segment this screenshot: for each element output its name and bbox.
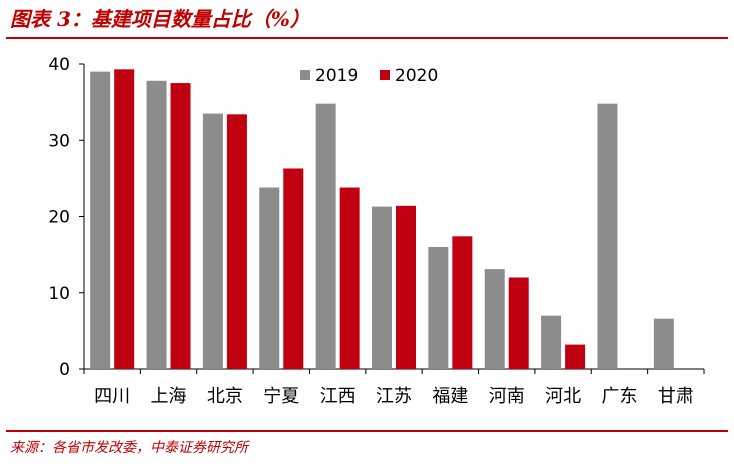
x-tick-label: 北京 — [207, 386, 243, 407]
bar-2019 — [653, 318, 674, 369]
labels: 0 10 20 30 40 四川 上海 北京 宁夏 江西 江苏 福建 河南 河北 广东 甘肃 — [48, 55, 693, 407]
x-tick-label: 四川 — [94, 386, 130, 407]
x-tick-label: 福建 — [432, 386, 468, 407]
title-rule — [6, 37, 728, 39]
bar-2019 — [259, 187, 280, 369]
bar-2019 — [372, 206, 392, 369]
source-rule — [6, 430, 728, 432]
bar-2019 — [90, 71, 111, 369]
legend-swatch-2019 — [300, 70, 310, 80]
bar-2019 — [202, 113, 223, 369]
bar-2020 — [508, 277, 529, 369]
legend-label-2019: 2019 — [315, 66, 358, 86]
y-tick-label: 20 — [48, 208, 70, 228]
y-tick-label: 40 — [48, 55, 70, 75]
bar-2019 — [597, 103, 618, 370]
chart-title: 图表 3：基建项目数量占比（%） — [10, 7, 310, 31]
legend-label-2020: 2020 — [395, 66, 438, 86]
bar-2019 — [428, 247, 449, 369]
bar-2019 — [541, 315, 562, 369]
bar-2020 — [565, 344, 586, 369]
bar-2019 — [484, 269, 505, 369]
x-tick-label: 广东 — [601, 386, 637, 407]
bar-2020 — [339, 187, 360, 369]
x-tick-label: 甘肃 — [658, 386, 694, 407]
bar-chart: 0 10 20 30 40 四川 上海 北京 宁夏 江西 江苏 福建 河南 河北 广东 甘肃 2019 2020 — [48, 55, 705, 407]
y-tick-label: 0 — [59, 360, 70, 380]
bar-2020 — [170, 83, 191, 369]
bar-2020 — [452, 236, 473, 369]
x-tick-label: 宁夏 — [263, 386, 299, 407]
x-tick-label: 河北 — [545, 386, 581, 407]
bar-2020 — [226, 114, 247, 369]
bar-2019 — [315, 103, 336, 370]
legend: 2019 2020 — [300, 66, 438, 86]
bar-2020 — [283, 168, 304, 369]
x-tick-label: 上海 — [151, 386, 187, 407]
bars — [90, 69, 674, 370]
source-note: 来源：各省市发改委，中泰证券研究所 — [10, 440, 248, 456]
bar-2020 — [396, 205, 416, 369]
x-tick-label: 江西 — [320, 386, 356, 407]
bar-2020 — [114, 69, 135, 370]
y-tick-label: 30 — [48, 131, 70, 151]
x-tick-label: 江苏 — [376, 386, 412, 407]
y-tick-label: 10 — [48, 284, 70, 304]
bar-2019 — [146, 80, 167, 370]
legend-swatch-2020 — [380, 70, 390, 80]
x-tick-label: 河南 — [489, 386, 525, 407]
